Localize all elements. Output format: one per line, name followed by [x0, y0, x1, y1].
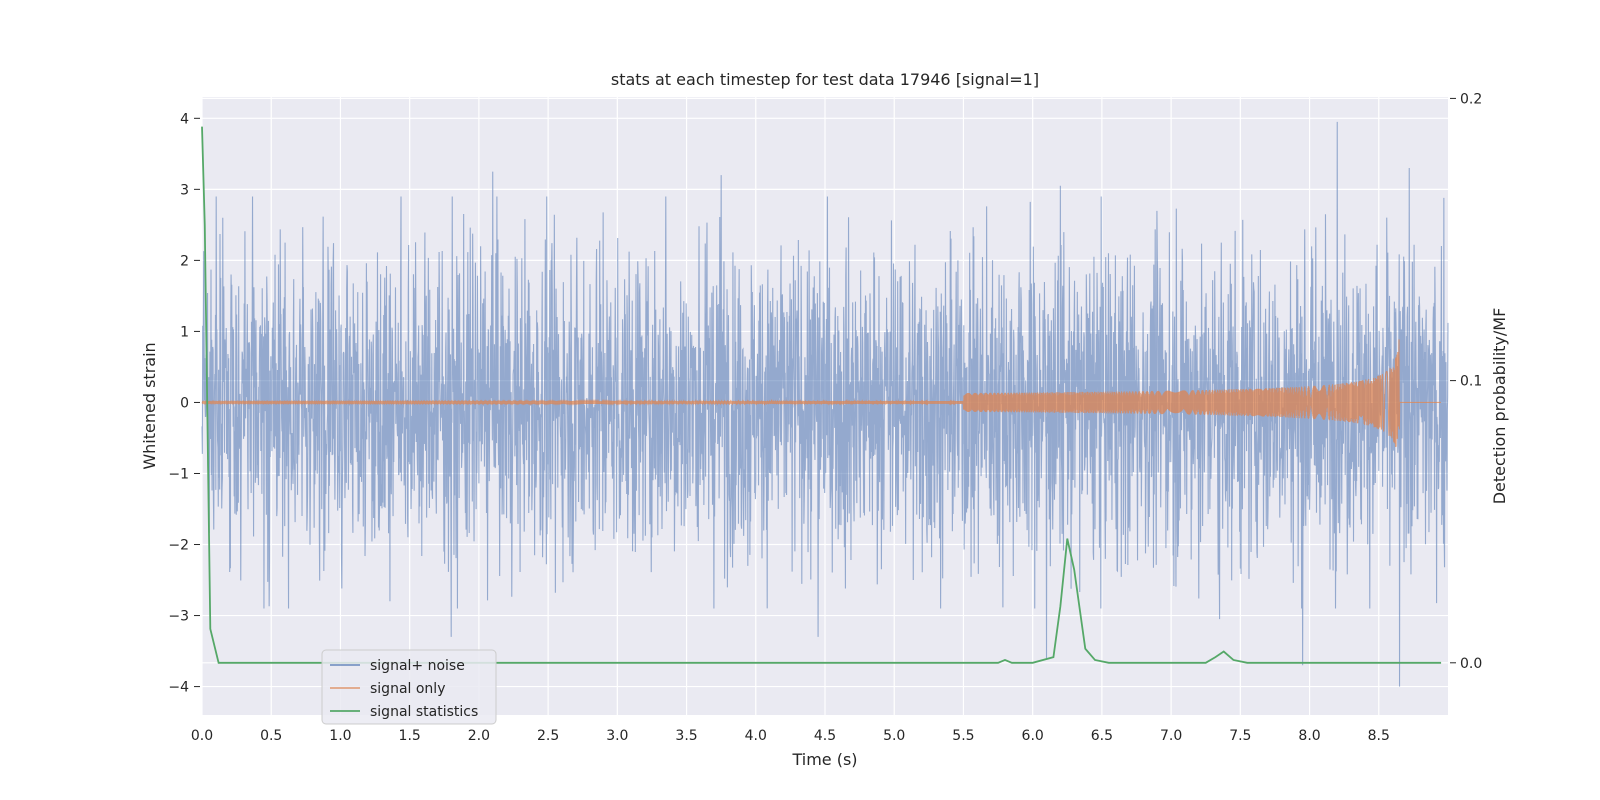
- y-tick-label: 2: [180, 253, 189, 269]
- left-axis: 4 3 2 1 0 −1 −2 −3 −4: [168, 111, 200, 696]
- x-tick-label: 8.5: [1368, 728, 1390, 744]
- y2-tick-label: 0.1: [1460, 374, 1482, 390]
- y-tick-label: −3: [168, 609, 189, 625]
- x-axis-label: Time (s): [791, 750, 857, 769]
- right-axis: 0.2 0.1 0.0: [1450, 91, 1482, 672]
- x-tick-label: 7.0: [1160, 728, 1182, 744]
- x-tick-label: 7.5: [1229, 728, 1251, 744]
- legend-label: signal only: [370, 681, 445, 697]
- x-tick-label: 6.5: [1091, 728, 1113, 744]
- x-tick-label: 8.0: [1298, 728, 1320, 744]
- y2-tick-label: 0.2: [1460, 91, 1482, 107]
- chart-title: stats at each timestep for test data 179…: [611, 70, 1039, 89]
- x-tick-label: 2.5: [537, 728, 559, 744]
- y-tick-label: −4: [168, 680, 189, 696]
- x-tick-label: 6.0: [1022, 728, 1044, 744]
- bottom-axis: 0.0 0.5 1.0 1.5 2.0 2.5 3.0 3.5 4.0 4.5 5.0 5.5 6.0 6…: [191, 728, 1390, 744]
- x-tick-label: 0.0: [191, 728, 213, 744]
- y-tick-label: 1: [180, 324, 189, 340]
- x-tick-label: 1.5: [399, 728, 421, 744]
- y-tick-label: −2: [168, 538, 189, 554]
- y-tick-label: 0: [180, 395, 189, 411]
- y-tick-label: 4: [180, 111, 189, 127]
- y-axis-label: Whitened strain: [140, 342, 159, 469]
- y-tick-label: 3: [180, 182, 189, 198]
- legend-box: [321, 649, 497, 725]
- x-tick-label: 3.5: [675, 728, 697, 744]
- x-tick-label: 5.5: [952, 728, 974, 744]
- legend-label: signal statistics: [370, 704, 478, 720]
- x-tick-label: 4.5: [814, 728, 836, 744]
- legend-label: signal+ noise: [370, 658, 465, 674]
- x-tick-label: 0.5: [260, 728, 282, 744]
- y2-axis-label: Detection probability/MF: [1490, 308, 1509, 505]
- series-line-signal-noise: [201, 121, 1449, 687]
- x-tick-label: 5.0: [883, 728, 905, 744]
- legend: signal+ noise signal only signal statistic…: [321, 649, 497, 725]
- y-tick-label: −1: [168, 466, 189, 482]
- x-tick-label: 2.0: [468, 728, 490, 744]
- series-line-signal-only: [201, 339, 1441, 447]
- x-tick-label: 1.0: [329, 728, 351, 744]
- x-tick-label: 4.0: [745, 728, 767, 744]
- y2-tick-label: 0.0: [1460, 656, 1482, 672]
- x-tick-label: 3.0: [606, 728, 628, 744]
